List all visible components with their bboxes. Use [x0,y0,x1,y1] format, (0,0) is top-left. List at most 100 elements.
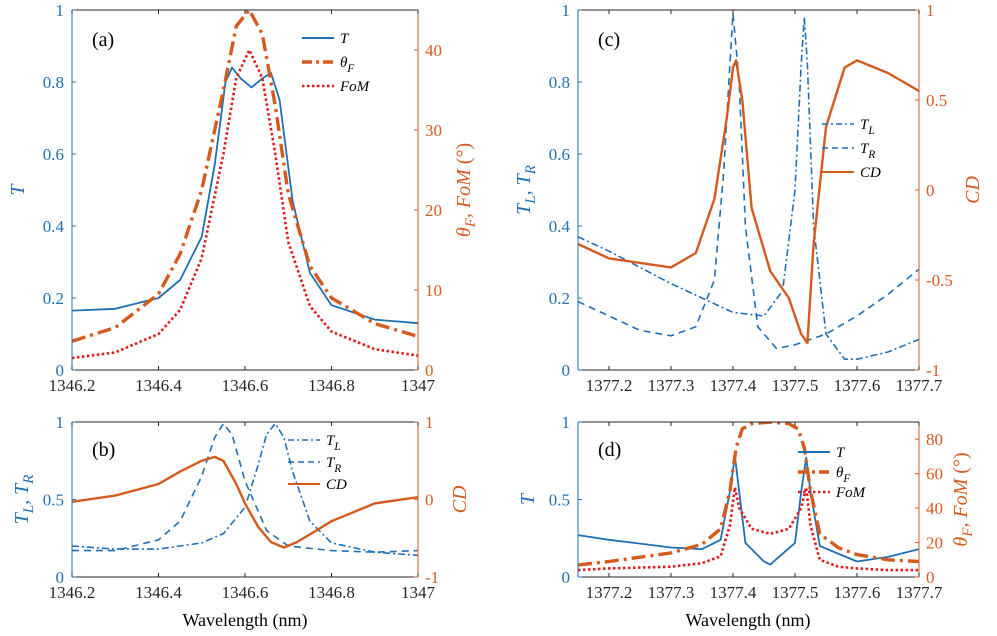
series-line-c-2 [578,59,919,345]
y-tick-label-left-d-2: 1 [562,413,571,432]
y-tick-label-left-c-1: 0.2 [549,289,570,308]
y-tick-label-left-c-5: 1 [562,1,571,20]
x-tick-label-a-3: 1346.8 [308,376,355,395]
y-tick-label-left-c-4: 0.8 [549,73,570,92]
x-tick-label-d-5: 1377.7 [896,583,943,602]
series-line-a-1 [72,10,418,343]
y-tick-label-right-a-1: 10 [425,281,442,300]
x-tick-label-d-4: 1377.6 [834,583,881,602]
y-tick-label-right-d-2: 40 [926,499,943,518]
x-tick-label-c-2: 1377.4 [710,376,757,395]
y-tick-label-left-d-0: 0 [562,568,571,587]
y-tick-label-left-b-0: 0 [56,568,65,587]
y-tick-label-right-b-2: 1 [425,413,434,432]
legend-label-d-1: θF [836,465,850,485]
x-tick-label-d-2: 1377.4 [710,583,757,602]
y-tick-label-left-a-4: 0.8 [43,73,64,92]
y-tick-label-right-d-3: 60 [926,465,943,484]
y-tick-label-right-c-1: -0.5 [926,271,953,290]
y-tick-label-right-d-4: 80 [926,430,943,449]
y-tick-label-left-a-0: 0 [56,361,65,380]
series-line-b-2 [72,455,418,549]
y-label-right-text-b: CD [449,485,471,513]
x-tick-label-a-0: 1346.2 [49,376,96,395]
y-tick-label-left-c-0: 0 [562,361,571,380]
y-tick-label-right-d-1: 20 [926,534,943,553]
y-label-left-text-c: TL, TR [513,165,539,215]
y-tick-label-right-c-2: 0 [926,181,935,200]
x-tick-label-c-0: 1377.2 [586,376,633,395]
series-line-b-0 [72,422,418,557]
x-tick-label-a-4: 1347 [401,376,436,395]
y-tick-label-left-a-1: 0.2 [43,289,64,308]
panel-label-b: (b) [92,439,115,461]
x-tick-label-b-4: 1347 [401,583,436,602]
x-tick-label-a-1: 1346.4 [135,376,182,395]
y-tick-label-right-a-2: 20 [425,201,442,220]
y-tick-label-right-c-0: -1 [926,361,940,380]
y-label-left-d: T [517,492,539,505]
legend-label-a-2: FoM [339,79,371,95]
legend-label-a-0: T [340,31,350,47]
y-label-right-text-d: θF, FoM (°) [950,452,976,546]
legend-label-c-0: TL [860,117,875,137]
x-tick-label-c-3: 1377.5 [772,376,819,395]
series-line-c-0 [578,16,919,361]
y-label-left-text-a: T [7,183,29,196]
panel-label-a: (a) [92,29,114,51]
y-label-left-c: TL, TR [513,165,539,215]
legend-label-b-0: TL [326,433,341,453]
legend-label-a-1: θF [340,55,354,75]
y-label-left-text-d: T [517,492,539,505]
x-tick-label-d-0: 1377.2 [586,583,633,602]
x-tick-label-b-1: 1346.4 [135,583,182,602]
y-label-left-text-b: TL, TR [11,475,37,525]
y-tick-label-right-a-0: 0 [425,361,434,380]
x-axis-label-b: Wavelength (nm) [182,610,307,631]
y-label-right-c: CD [962,176,984,204]
legend-label-c-1: TR [860,141,875,161]
legend-label-d-2: FoM [835,485,867,501]
y-tick-label-left-d-1: 0.5 [549,491,570,510]
panel-label-d: (d) [598,439,621,461]
y-tick-label-left-b-1: 0.5 [43,491,64,510]
y-tick-label-right-c-3: 0.5 [926,91,947,110]
x-tick-label-b-0: 1346.2 [49,583,96,602]
series-line-b-1 [72,422,418,554]
y-label-right-b: CD [449,485,471,513]
panel-label-c: (c) [598,29,620,51]
y-label-left-a: T [7,183,29,196]
y-tick-label-left-c-3: 0.6 [549,145,570,164]
x-tick-label-d-3: 1377.5 [772,583,819,602]
x-tick-label-b-2: 1346.6 [222,583,269,602]
legend-label-b-2: CD [326,477,347,493]
legend-label-d-0: T [836,445,846,461]
panel-b: 1346.2 1346.4 1346.6 1346.8 1347 0 0.5 1 -1 0 1 (b)… [11,413,471,602]
panel-d: 1377.2 1377.3 1377.4 1377.5 1377.6 1377.700.5… [517,413,976,602]
x-tick-label-b-3: 1346.8 [308,583,355,602]
y-tick-label-left-a-2: 0.4 [43,217,65,236]
x-tick-label-c-5: 1377.7 [896,376,943,395]
y-tick-label-right-b-1: 0 [425,491,434,510]
y-label-right-text-a: θF, FoM (°) [453,143,479,237]
y-label-right-a: θF, FoM (°) [453,143,479,237]
y-tick-label-right-a-4: 40 [425,41,442,60]
y-tick-label-left-a-5: 1 [56,1,65,20]
y-label-right-text-c: CD [962,176,984,204]
y-label-right-d: θF, FoM (°) [950,452,976,546]
series-line-d-1 [578,422,919,567]
x-tick-label-c-4: 1377.6 [834,376,881,395]
x-tick-label-c-1: 1377.3 [648,376,695,395]
legend-label-c-2: CD [860,165,881,181]
y-tick-label-right-a-3: 30 [425,121,442,140]
y-tick-label-left-a-3: 0.6 [43,145,64,164]
series-line-a-2 [72,48,418,360]
y-tick-label-left-c-2: 0.4 [549,217,571,236]
y-label-left-b: TL, TR [11,475,37,525]
y-tick-label-right-d-0: 0 [926,568,935,587]
panel-a: 1346.2 1346.4 1346.6 1346.8 134700.20.40.60.… [7,1,479,395]
x-tick-label-d-1: 1377.3 [648,583,695,602]
legend-label-b-1: TR [326,455,341,475]
series-line-d-0 [578,455,919,566]
y-tick-label-right-c-4: 1 [926,1,935,20]
